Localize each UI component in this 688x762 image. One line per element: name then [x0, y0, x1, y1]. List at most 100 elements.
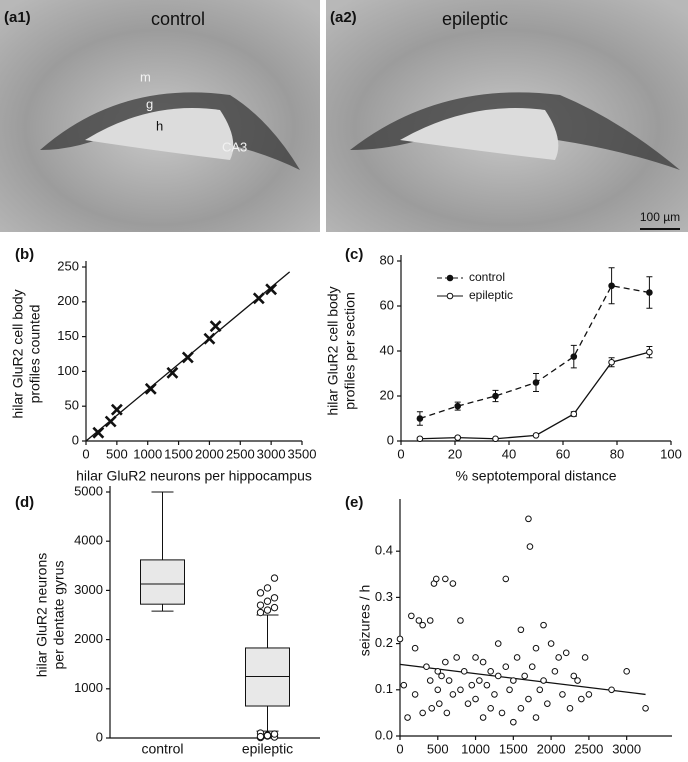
point [428, 704, 436, 712]
y-tick-label: 150 [57, 328, 79, 343]
point [642, 704, 649, 712]
point [434, 668, 442, 675]
point [547, 640, 555, 647]
point [521, 672, 528, 680]
x-tick-label: 1500 [499, 741, 528, 756]
x-tick-label: 0 [396, 741, 403, 756]
point [468, 681, 476, 689]
point [423, 663, 430, 671]
y-tick-label: 250 [57, 258, 79, 273]
point [536, 686, 544, 694]
point [646, 348, 653, 356]
x-tick-label: 1000 [133, 446, 162, 461]
panel-label: (a2) [330, 9, 357, 26]
point [570, 672, 578, 680]
point [404, 714, 411, 721]
x-tick-label: 3500 [288, 446, 317, 461]
point [432, 575, 440, 583]
point [498, 709, 506, 717]
x-tick-label: 20 [448, 446, 462, 461]
x-tick-label: 500 [106, 446, 128, 461]
point [483, 681, 491, 689]
y-tick-label: 0.2 [375, 635, 393, 650]
point [532, 714, 540, 721]
point [476, 677, 483, 684]
point [608, 358, 615, 366]
point [454, 402, 462, 410]
point [517, 704, 525, 712]
outlier [270, 730, 279, 738]
y-axis-label: profiles per section [342, 292, 358, 410]
point [438, 672, 445, 680]
y-tick-label: 4000 [74, 533, 103, 548]
y-axis-label: per dentate gyrus [51, 561, 67, 670]
y-tick-label: 0.1 [375, 681, 393, 696]
y-tick-label: 3000 [74, 582, 103, 597]
point [491, 691, 498, 698]
series-line [419, 351, 650, 440]
point [419, 709, 426, 717]
panel-label: (d) [15, 494, 34, 511]
point [608, 686, 615, 694]
x-tick-label: 1500 [164, 446, 193, 461]
point [457, 617, 464, 624]
point [608, 282, 615, 290]
point [532, 379, 540, 386]
point [400, 681, 408, 689]
x-tick-label: 40 [502, 446, 516, 461]
point [411, 691, 419, 698]
point [265, 283, 278, 296]
outlier [256, 608, 265, 617]
x-tick-label: 100 [660, 446, 682, 461]
point [457, 686, 464, 694]
x-tick-label: 500 [427, 741, 449, 756]
point [434, 686, 442, 694]
x-tick-label: 2000 [195, 446, 224, 461]
point [585, 691, 593, 698]
point [203, 332, 216, 345]
point [551, 668, 559, 675]
point [464, 700, 472, 707]
x-tick-label: 0 [82, 446, 89, 461]
point [426, 617, 434, 624]
x-axis-label: % septotemporal distance [455, 468, 616, 484]
outlier [270, 594, 279, 602]
point [408, 612, 415, 620]
panel-label: (a1) [4, 9, 31, 26]
y-tick-label: 40 [380, 342, 394, 357]
legend-label: epileptic [469, 288, 513, 302]
y-tick-label: 0 [387, 432, 394, 447]
box [140, 559, 185, 605]
annotation: m [140, 69, 151, 84]
x-tick-label: 0 [397, 446, 404, 461]
point [540, 677, 547, 684]
point [166, 366, 179, 379]
point [513, 654, 521, 661]
x-tick-label: 3000 [612, 741, 641, 756]
panel-label: (c) [345, 246, 363, 263]
legend-label: control [469, 270, 505, 284]
y-tick-label: 80 [380, 252, 394, 267]
point [487, 704, 494, 712]
point [646, 289, 653, 296]
point [110, 403, 123, 416]
y-tick-label: 100 [57, 363, 79, 378]
y-tick-label: 1000 [74, 680, 103, 695]
y-axis-label: hilar GluR2 neurons [34, 553, 50, 678]
point [566, 704, 574, 712]
x-tick-label: 2000 [537, 741, 566, 756]
outlier [270, 574, 279, 582]
x-tick-label: 2500 [574, 741, 603, 756]
x-tick-label: 60 [556, 446, 570, 461]
point [104, 415, 117, 428]
legend-marker [446, 292, 454, 300]
point [510, 718, 517, 726]
x-tick-label: 2500 [226, 446, 255, 461]
point [492, 435, 499, 443]
outlier [263, 731, 272, 740]
scale-bar-label: 100 µm [640, 210, 680, 224]
point [492, 392, 499, 400]
y-tick-label: 0.0 [375, 727, 393, 742]
panel-label: (b) [15, 246, 34, 263]
